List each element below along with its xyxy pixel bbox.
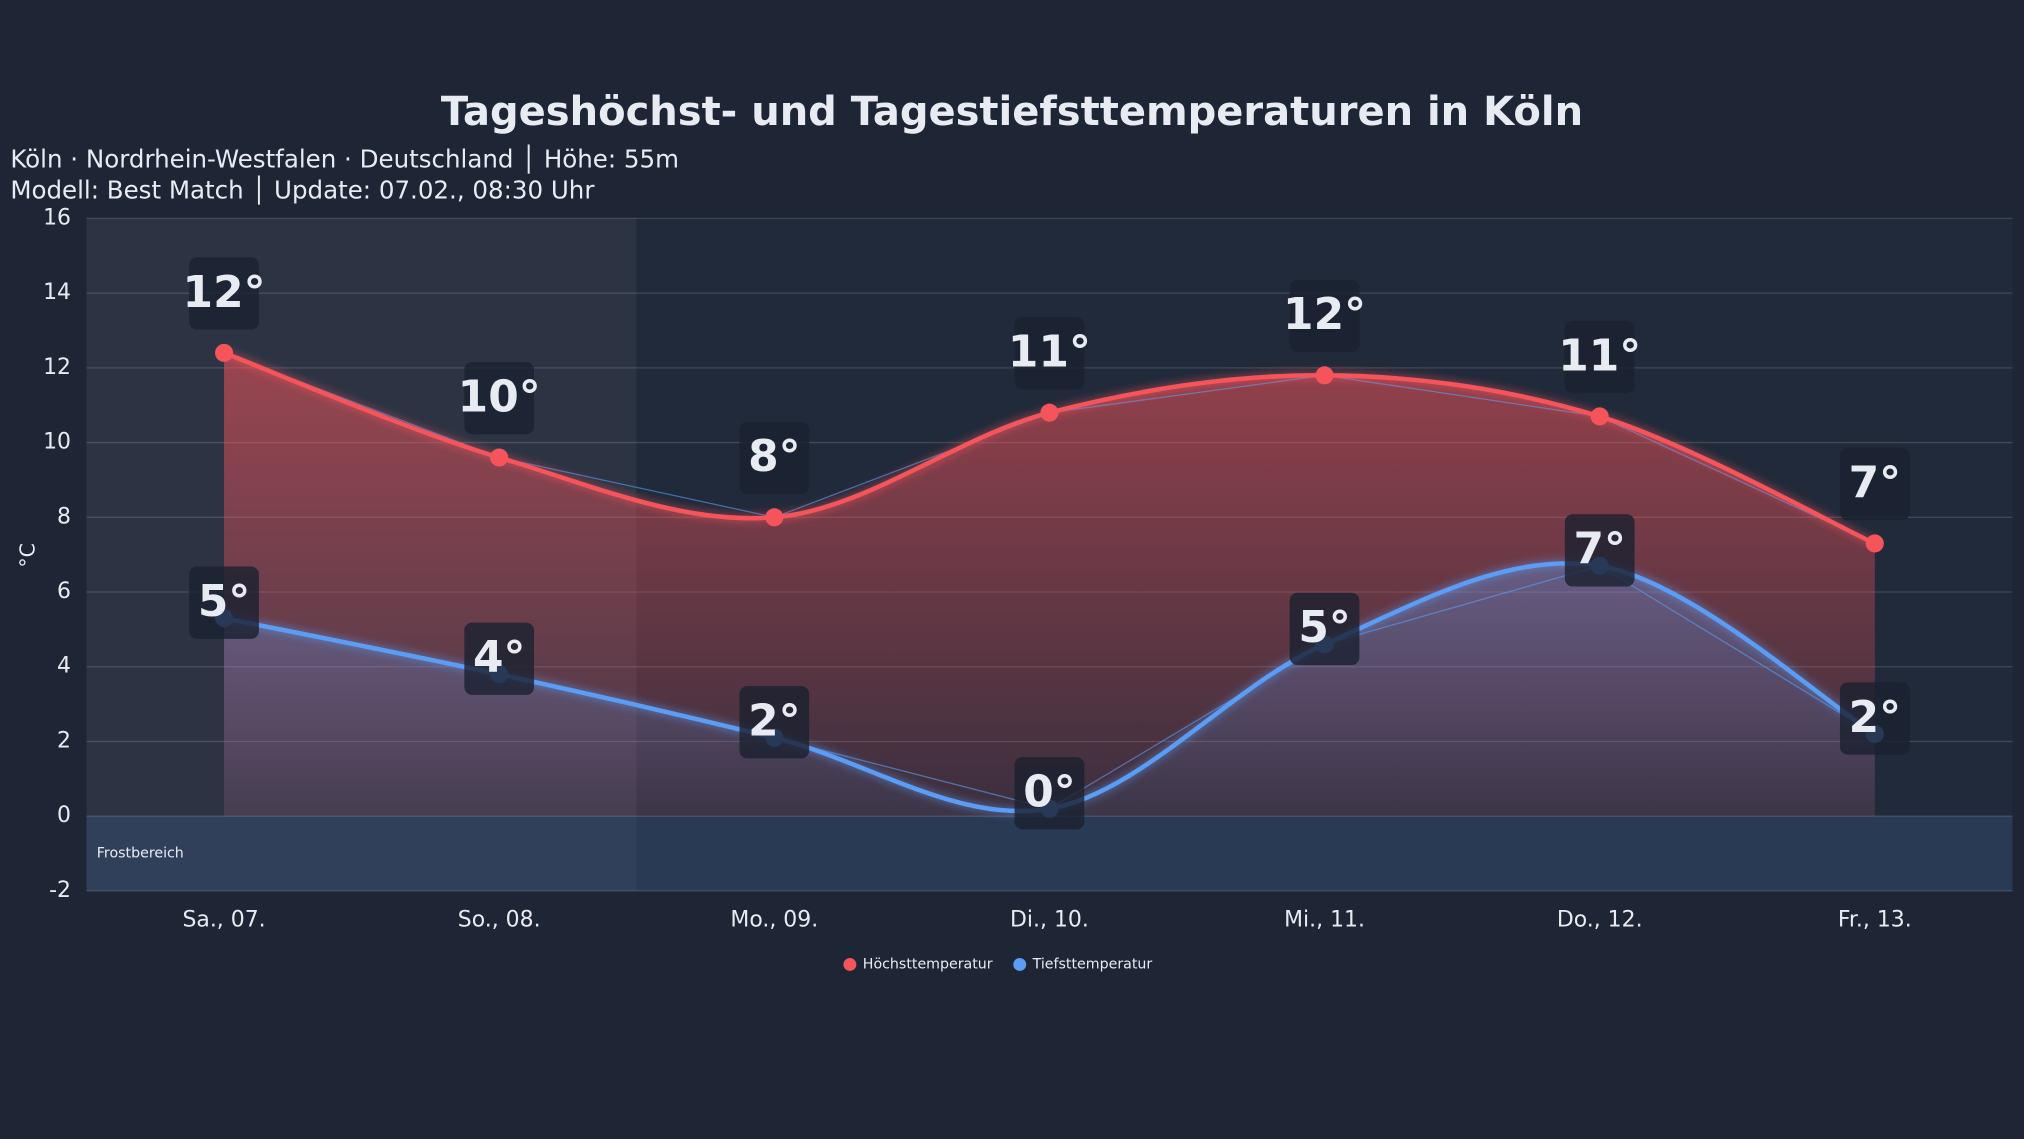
point [1865,534,1884,553]
value-label: 12° [1283,289,1366,340]
value-label-box [1289,279,1360,353]
legend-marker [1013,958,1027,971]
value-label: 7° [1849,457,1901,508]
value-label: 2° [748,696,800,747]
value-label-box [1839,682,1910,755]
subtitle: Modell: Best Match │ Update: 07.02., 08:… [10,175,595,205]
value-label: 5° [1298,602,1350,653]
value-label: 0° [1023,767,1075,818]
chart-title: Tageshöchst- und Tagestiefsttemperaturen… [441,89,1583,135]
x-tick-label: Sa., 07. [182,908,265,933]
legend-label: Höchsttemperatur [863,956,993,972]
value-label-box [1289,592,1360,665]
value-label: 5° [198,576,250,627]
x-tick-label: So., 08. [458,908,541,933]
legend-label: Tiefsttemperatur [1032,956,1153,972]
x-tick-label: Mo., 09. [730,908,818,933]
y-tick-label: 6 [57,579,71,604]
value-label-box [189,566,259,639]
value-label: 4° [473,632,525,683]
value-label: 7° [1573,524,1625,575]
x-tick-label: Fr., 13. [1838,908,1912,933]
value-label: 2° [1849,692,1901,743]
x-tick-label: Mi., 11. [1284,908,1365,933]
value-label-box [1014,317,1085,390]
x-tick-label: Do., 12. [1557,908,1643,933]
frost-zone-label: Frostbereich [97,846,184,862]
y-tick-label: 8 [57,504,71,529]
value-label: 10° [458,371,541,422]
y-tick-label: 12 [43,355,71,380]
point [1590,407,1609,426]
value-label-box [1564,320,1635,394]
point [765,508,784,527]
value-label-box [739,686,810,759]
value-label-box [739,421,810,495]
y-tick-label: 0 [57,803,71,828]
subtitle: Köln · Nordrhein-Westfalen · Deutschland… [10,144,679,174]
value-label-box [1564,514,1635,587]
y-tick-label: 4 [57,654,71,679]
point [1040,403,1059,422]
point [490,448,509,467]
value-label-box [189,257,259,330]
y-tick-label: 16 [43,205,71,230]
y-axis-label: °C [15,543,39,568]
value-label: 11° [1558,330,1641,381]
y-tick-label: 2 [57,728,71,753]
value-label-box [1014,757,1085,830]
x-tick-label: Di., 10. [1010,908,1089,933]
point [1315,366,1334,385]
legend-marker [843,958,857,971]
value-label: 11° [1008,327,1091,378]
value-label-box [464,622,535,695]
value-label: 8° [748,431,800,482]
point [215,343,234,362]
y-tick-label: 14 [43,280,71,305]
y-tick-label: -2 [49,878,71,903]
area [224,563,1875,817]
y-tick-label: 10 [43,430,71,455]
value-label: 12° [183,267,266,318]
value-label-box [464,361,535,435]
value-label-box [1839,447,1910,521]
